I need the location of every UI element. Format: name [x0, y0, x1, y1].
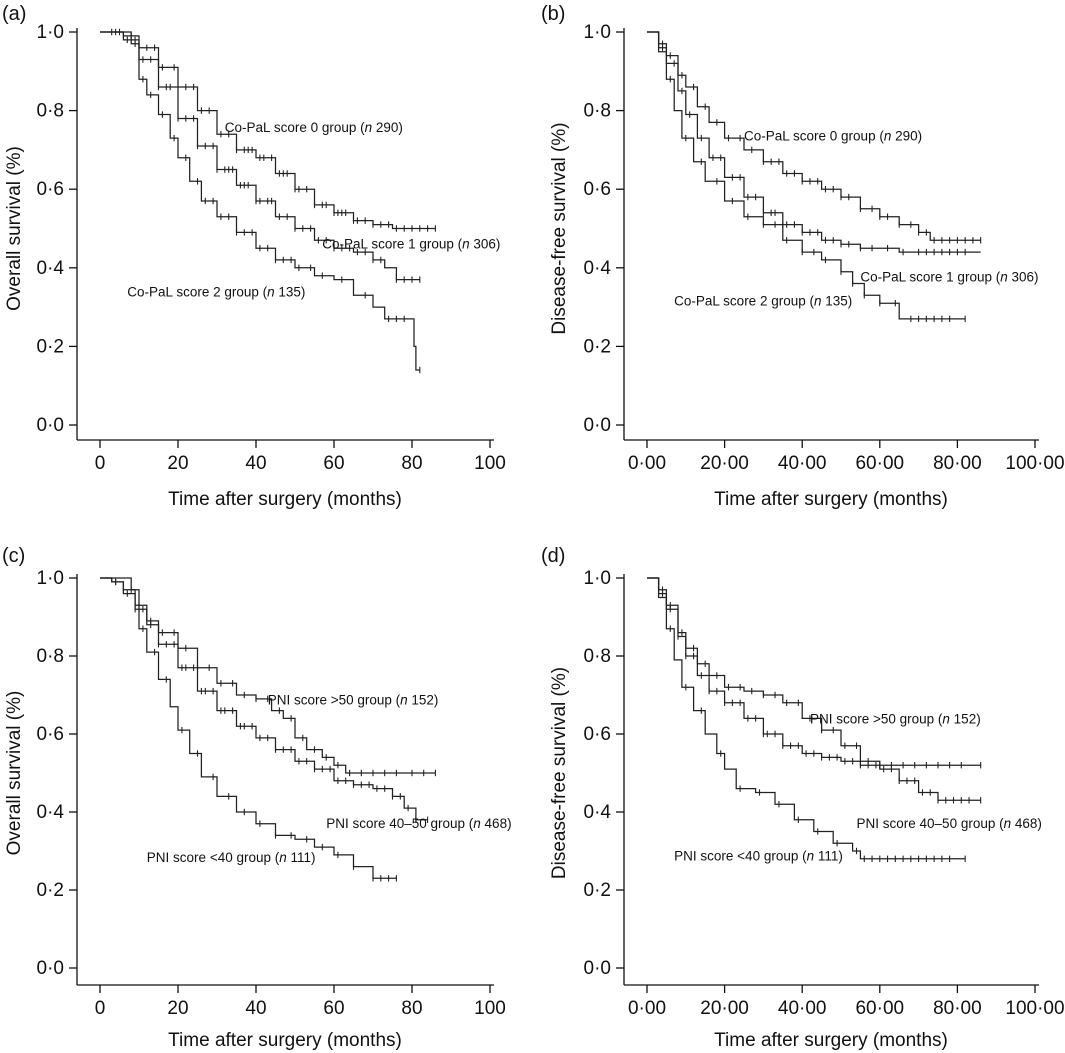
series-3: Co-PaL score 2 group (n 135)	[100, 31, 421, 374]
y-tick-label: 0·4	[37, 258, 65, 279]
curve-label: PNI score <40 group (n 111)	[147, 850, 316, 865]
series-3: Co-PaL score 2 group (n 135)	[647, 31, 966, 323]
x-tick-label: 40·00	[778, 453, 827, 474]
x-tick-label: 80·00	[933, 998, 982, 1019]
x-tick-label: 40	[245, 998, 266, 1019]
curve-label: Co-PaL score 2 group (n 135)	[674, 293, 852, 308]
curve-label: Co-PaL score 1 group (n 306)	[322, 236, 500, 251]
x-tick-label: 60	[323, 453, 344, 474]
y-tick-label: 0·0	[584, 415, 611, 436]
y-tick-label: 0·0	[584, 958, 611, 979]
y-tick-label: 1·0	[584, 22, 611, 43]
x-tick-label: 20	[167, 453, 188, 474]
curve-label: PNI score >50 group (n 152)	[268, 693, 439, 708]
survival-curve	[100, 31, 420, 371]
x-axis-title: Time after surgery (months)	[714, 489, 948, 510]
series-3: PNI score <40 group (n 111)	[100, 577, 397, 882]
y-axis-title: Disease-free survival (%)	[549, 122, 570, 334]
y-tick-label: 0·0	[37, 415, 64, 436]
x-tick-label: 0·00	[628, 998, 666, 1019]
x-tick-label: 100	[474, 998, 506, 1019]
x-tick-label: 100·00	[1005, 998, 1064, 1019]
x-tick-label: 20·00	[700, 453, 749, 474]
series-2: PNI score 40–50 group (n 468)	[100, 577, 512, 831]
x-tick-label: 80	[401, 998, 422, 1019]
x-tick-label: 0	[95, 998, 106, 1019]
x-tick-label: 20·00	[700, 998, 749, 1019]
series-2: Co-PaL score 1 group (n 306)	[647, 31, 1039, 284]
y-tick-label: 0·4	[37, 802, 65, 823]
panel-letter: (d)	[541, 545, 565, 567]
series-2: PNI score 40–50 group (n 468)	[647, 577, 1042, 831]
panel-b: (b) 0·0 0·2 0·4 0·6 0·8 1·0 0·00 20·00 40·00 60·00…	[541, 3, 1065, 510]
y-tick-label: 0·4	[584, 802, 612, 823]
curve-label: PNI score >50 group (n 152)	[810, 711, 981, 726]
survival-curve	[647, 577, 981, 801]
series-3: PNI score <40 group (n 111)	[647, 577, 966, 864]
x-tick-label: 0·00	[628, 453, 666, 474]
x-tick-label: 20	[167, 998, 188, 1019]
y-axis-title: Overall survival (%)	[4, 691, 25, 856]
series-2: Co-PaL score 1 group (n 306)	[100, 28, 500, 283]
panel-letter: (a)	[2, 3, 26, 25]
survival-curve	[100, 577, 428, 821]
y-axis-title: Disease-free survival (%)	[549, 667, 570, 879]
panel-d: (d) 0·0 0·2 0·4 0·6 0·8 1·0 0·00 20·00 40·00 60·00…	[541, 545, 1065, 1051]
y-tick-label: 0·8	[37, 101, 64, 122]
survival-curve	[100, 31, 420, 281]
y-tick-label: 0·8	[37, 646, 64, 667]
x-tick-label: 100·00	[1005, 453, 1064, 474]
series-1: Co-PaL score 0 group (n 290)	[100, 28, 436, 232]
curve-label: Co-PaL score 2 group (n 135)	[127, 284, 305, 299]
curve-label: PNI score 40–50 group (n 468)	[326, 816, 511, 831]
panel-letter: (c)	[2, 545, 25, 567]
survival-curve	[100, 577, 436, 774]
x-axis-title: Time after surgery (months)	[168, 1030, 402, 1051]
x-tick-label: 0	[95, 453, 106, 474]
y-tick-label: 0·6	[37, 179, 64, 200]
x-tick-label: 60·00	[855, 453, 904, 474]
curve-label: PNI score 40–50 group (n 468)	[857, 816, 1042, 831]
y-tick-label: 0·8	[584, 101, 611, 122]
y-tick-label: 1·0	[37, 568, 64, 589]
x-axis-title: Time after surgery (months)	[168, 489, 402, 510]
y-tick-label: 0·2	[37, 880, 64, 901]
survival-curve	[647, 577, 966, 860]
curve-label: PNI score <40 group (n 111)	[674, 849, 843, 864]
y-tick-label: 0·4	[584, 258, 612, 279]
y-tick-label: 1·0	[37, 22, 64, 43]
y-axis-title: Overall survival (%)	[4, 146, 25, 311]
panel-a: (a) 0·0 0·2 0·4 0·6 0·8 1·0 0 20 40 60 80 100 Overall…	[2, 3, 506, 510]
y-tick-label: 0·2	[584, 336, 611, 357]
x-tick-label: 80	[401, 453, 422, 474]
series-1: Co-PaL score 0 group (n 290)	[647, 31, 982, 244]
y-tick-label: 0·6	[584, 724, 611, 745]
x-tick-label: 40·00	[778, 998, 827, 1019]
series-1: PNI score >50 group (n 152)	[100, 577, 439, 777]
x-tick-label: 100	[474, 453, 506, 474]
x-tick-label: 60	[323, 998, 344, 1019]
y-tick-label: 0·8	[584, 646, 611, 667]
series-1: PNI score >50 group (n 152)	[647, 577, 982, 769]
panel-c: (c) 0·0 0·2 0·4 0·6 0·8 1·0 0 20 40 60 80 100 Overall…	[2, 545, 512, 1051]
y-tick-label: 0·6	[37, 724, 64, 745]
x-tick-label: 60·00	[855, 998, 904, 1019]
y-tick-label: 0·6	[584, 179, 611, 200]
survival-curve	[647, 31, 966, 320]
x-axis-title: Time after surgery (months)	[714, 1030, 948, 1051]
survival-curve	[647, 31, 981, 253]
x-tick-label: 40	[245, 453, 266, 474]
curve-label: Co-PaL score 1 group (n 306)	[860, 269, 1038, 284]
curve-label: Co-PaL score 0 group (n 290)	[744, 128, 922, 143]
x-tick-label: 80·00	[933, 453, 982, 474]
y-tick-label: 0·2	[37, 336, 64, 357]
y-tick-label: 0·0	[37, 958, 64, 979]
survival-curve	[100, 577, 397, 879]
panel-letter: (b)	[541, 3, 565, 25]
y-tick-label: 1·0	[584, 568, 611, 589]
y-tick-label: 0·2	[584, 880, 611, 901]
curve-label: Co-PaL score 0 group (n 290)	[225, 120, 403, 135]
